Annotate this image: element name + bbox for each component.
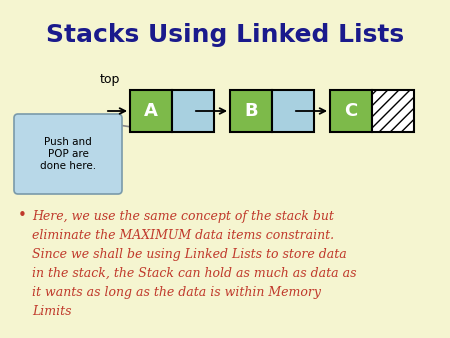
Text: eliminate the MAXIMUM data items constraint.: eliminate the MAXIMUM data items constra…: [32, 229, 334, 242]
Text: Limits: Limits: [32, 305, 72, 318]
Text: •: •: [18, 208, 27, 223]
Bar: [130, 90, 172, 132]
Text: in the stack, the Stack can hold as much as data as: in the stack, the Stack can hold as much…: [32, 267, 356, 280]
Text: B: B: [244, 102, 258, 120]
Text: A: A: [144, 102, 158, 120]
Bar: [230, 90, 272, 132]
Bar: [172, 90, 214, 132]
Text: Here, we use the same concept of the stack but: Here, we use the same concept of the sta…: [32, 210, 334, 223]
Text: C: C: [344, 102, 358, 120]
Text: it wants as long as the data is within Memory: it wants as long as the data is within M…: [32, 286, 321, 299]
Text: Push and
POP are
done here.: Push and POP are done here.: [40, 138, 96, 171]
Text: Since we shall be using Linked Lists to store data: Since we shall be using Linked Lists to …: [32, 248, 347, 261]
FancyBboxPatch shape: [14, 114, 122, 194]
Text: Stacks Using Linked Lists: Stacks Using Linked Lists: [46, 23, 404, 47]
Bar: [330, 90, 372, 132]
Bar: [272, 90, 314, 132]
Bar: [372, 90, 414, 132]
Text: top: top: [100, 73, 121, 86]
